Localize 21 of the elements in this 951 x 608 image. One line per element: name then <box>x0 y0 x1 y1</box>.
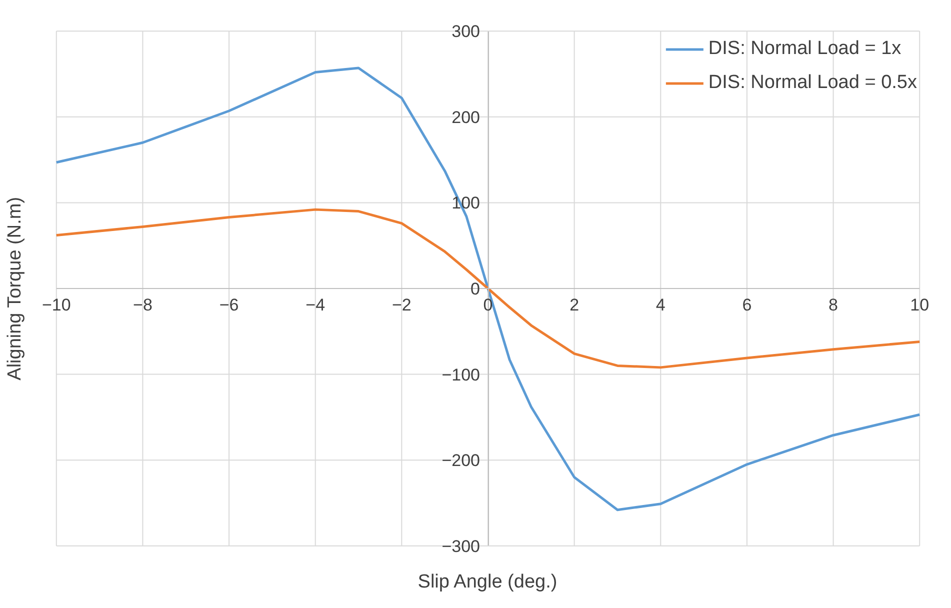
x-tick-label: 2 <box>570 296 580 314</box>
x-tick-label: 10 <box>910 296 930 314</box>
y-axis-title: Aligning Torque (N.m) <box>4 196 26 380</box>
x-axis-title: Slip Angle (deg.) <box>418 572 558 592</box>
x-tick-label: −2 <box>392 296 412 314</box>
x-tick-label: −4 <box>306 296 326 314</box>
y-tick-label: 200 <box>452 108 480 127</box>
legend-label: DIS: Normal Load = 1x <box>708 38 902 60</box>
y-tick-label: −200 <box>442 451 480 470</box>
x-tick-label: 0 <box>483 296 493 314</box>
y-tick-label: −100 <box>442 365 480 384</box>
x-tick-label: 6 <box>742 296 752 314</box>
y-tick-label: −300 <box>442 536 480 556</box>
y-tick-label: 0 <box>470 280 480 298</box>
y-tick-label: 300 <box>452 22 480 42</box>
x-tick-label: −8 <box>133 296 152 314</box>
x-tick-label: −6 <box>219 296 239 314</box>
legend-label: DIS: Normal Load = 0.5x <box>708 72 917 94</box>
x-tick-label: 4 <box>656 296 666 314</box>
x-tick-label: 8 <box>828 296 838 314</box>
x-tick-label: −10 <box>42 296 71 314</box>
